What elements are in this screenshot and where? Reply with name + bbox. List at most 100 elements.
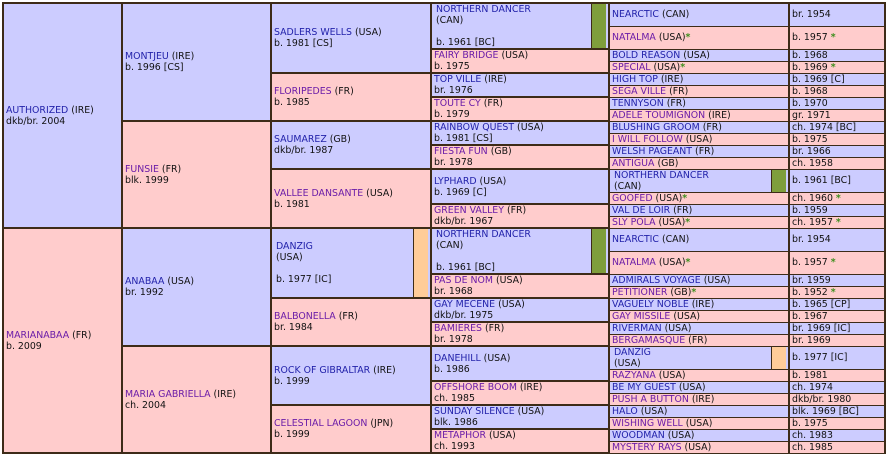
horse-link[interactable]: SUNDAY SILENCE [434, 406, 515, 417]
gen4-cell: RAINBOW QUEST (USA) b. 1981 [CS] [430, 120, 610, 146]
horse-link[interactable]: DANEHILL [434, 352, 481, 364]
horse-info: b. 1967 [792, 310, 828, 322]
horse-link[interactable]: RAZYANA [612, 369, 656, 381]
horse-link[interactable]: MONTJEU [125, 51, 169, 62]
horse-link[interactable]: DANZIG [614, 346, 651, 358]
horse-link[interactable]: MARIA GABRIELLA [125, 388, 211, 400]
horse-link[interactable]: LYPHARD [434, 175, 477, 187]
horse-link[interactable]: RAINBOW QUEST [434, 122, 515, 133]
horse-info: br. 1992 [125, 287, 164, 298]
horse-country: (FR) [485, 323, 505, 334]
gen5-date-cell: b. 1969 [C] [788, 72, 886, 86]
horse-link[interactable]: I WILL FOLLOW [612, 133, 683, 145]
gen5-date-cell: b. 1965 [CP] [788, 297, 886, 311]
horse-link[interactable]: ROCK OF GIBRALTAR [274, 364, 371, 376]
horse-link[interactable]: GAY MISSILE [612, 310, 671, 322]
horse-link[interactable]: NEARCTIC [612, 234, 659, 245]
horse-link[interactable]: BLUSHING GROOM [612, 121, 700, 133]
gen5-cell: BLUSHING GROOM (FR) [608, 120, 790, 134]
horse-link[interactable]: SADLERS WELLS [274, 27, 352, 38]
horse-link[interactable]: WISHING WELL [612, 417, 683, 429]
horse-link[interactable]: METAPHOR [434, 430, 487, 441]
horse-info: ch. 1983 [792, 429, 833, 441]
horse-link[interactable]: BALBONELLA [274, 311, 336, 322]
gen4-cell: LYPHARD (USA) b. 1969 [C] [430, 168, 610, 205]
horse-link[interactable]: FIESTA FUN [434, 146, 488, 157]
horse-link[interactable]: ADELE TOUMIGNON [612, 109, 706, 121]
horse-link[interactable]: DANZIG [276, 241, 313, 252]
horse-country: (USA) [685, 133, 713, 145]
horse-info: ch. 1957 [792, 216, 833, 228]
horse-link[interactable]: PUSH A BUTTON [612, 393, 689, 405]
horse-link[interactable]: WELSH PAGEANT [612, 145, 693, 157]
horse-link[interactable]: HIGH TOP [612, 73, 658, 85]
horse-link[interactable]: FAIRY BRIDGE [434, 50, 499, 61]
horse-link[interactable]: SPECIAL [612, 61, 651, 73]
gen5-date-cell: ch. 1957 * [788, 215, 886, 229]
horse-link[interactable]: ANTIGUA [612, 157, 655, 169]
horse-country: (IRE) [71, 104, 94, 116]
horse-link[interactable]: MYSTERY RAYS [612, 441, 682, 453]
horse-country: (FR) [506, 205, 527, 216]
horse-link[interactable]: WOODMAN [612, 429, 665, 441]
horse-link[interactable]: FLORIPEDES [274, 86, 332, 97]
horse-link[interactable]: MARIANABAA [6, 329, 70, 341]
horse-link[interactable]: BAMIERES [434, 323, 483, 334]
horse-info: ch. 1985 [434, 393, 475, 404]
horse-link[interactable]: NORTHERN DANCER [614, 169, 709, 181]
pedigree-row: ADELE TOUMIGNON (IRE) gr. 1971 [3, 108, 886, 122]
gen4-cell: FIESTA FUN (GB) br. 1978 [430, 144, 610, 170]
horse-info: ch. 1974 [BC] [792, 121, 857, 133]
horse-link[interactable]: TOP VILLE [434, 74, 482, 85]
horse-link[interactable]: PETITIONER [612, 286, 668, 298]
inbreeding-marker [771, 170, 786, 191]
horse-link[interactable]: SEGA VILLE [612, 85, 667, 97]
horse-info: dkb/br. 1987 [274, 145, 334, 156]
horse-country: (FR) [161, 163, 182, 175]
horse-link[interactable]: GAY MECENE [434, 299, 496, 310]
horse-link[interactable]: OFFSHORE BOOM [434, 382, 517, 393]
horse-info: br. 1954 [792, 9, 831, 20]
pedigree-row: NATALMA (USA)* b. 1957 * [3, 25, 886, 50]
horse-link[interactable]: NATALMA [612, 32, 656, 43]
horse-link[interactable]: VALLEE DANSANTE [274, 187, 364, 199]
horse-link[interactable]: GREEN VALLEY [434, 205, 504, 216]
horse-link[interactable]: NORTHERN DANCER [436, 229, 531, 240]
horse-link[interactable]: GOOFED [612, 192, 653, 204]
horse-country: (CAN) [614, 180, 642, 192]
horse-link[interactable]: CELESTIAL LAGOON [274, 418, 368, 429]
horse-link[interactable]: ADMIRALS VOYAGE [612, 274, 701, 286]
horse-link[interactable]: HALO [612, 405, 638, 417]
gen5-cell: WOODMAN (USA) [608, 428, 790, 442]
horse-link[interactable]: TENNYSON [612, 97, 664, 109]
gen5-date-cell: gr. 1971 [788, 108, 886, 122]
horse-country: (USA) [658, 369, 686, 381]
inbreeding-marker [771, 347, 786, 368]
gen5-cell: BOLD REASON (USA) [608, 48, 790, 62]
horse-info: b. 1999 [274, 375, 310, 387]
horse-link[interactable]: AUTHORIZED [6, 104, 69, 116]
horse-country: (USA) [517, 122, 544, 133]
horse-link[interactable]: FUNSIE [125, 163, 159, 175]
horse-link[interactable]: BE MY GUEST [612, 381, 676, 393]
horse-info: b. 1968 [792, 49, 828, 61]
horse-link[interactable]: NEARCTIC [612, 9, 659, 20]
gen5-cell: NEARCTIC (CAN) [608, 2, 790, 27]
horse-link[interactable]: SAUMAREZ [274, 134, 327, 145]
horse-link[interactable]: NORTHERN DANCER [436, 4, 531, 15]
horse-info: b. 1985 [274, 97, 310, 108]
horse-link[interactable]: VAL DE LOIR [612, 204, 671, 216]
horse-link[interactable]: VAGUELY NOBLE [612, 298, 689, 310]
horse-link[interactable]: BERGAMASQUE [612, 334, 686, 346]
horse-link[interactable]: BOLD REASON [612, 49, 681, 61]
horse-link[interactable]: TOUTE CY [434, 98, 481, 109]
horse-link[interactable]: NATALMA [612, 257, 656, 268]
gen4-cell: OFFSHORE BOOM (IRE) ch. 1985 [430, 380, 610, 406]
horse-link[interactable]: ANABAA [125, 276, 165, 287]
horse-link[interactable]: RIVERMAN [612, 322, 662, 334]
horse-info: blk. 1969 [BC] [792, 405, 859, 417]
horse-link[interactable]: PAS DE NOM [434, 275, 494, 286]
horse-info: br. 1978 [434, 334, 473, 345]
pedigree-row: GOOFED (USA)* ch. 1960 * [3, 191, 886, 205]
horse-link[interactable]: SLY POLA [612, 216, 656, 228]
